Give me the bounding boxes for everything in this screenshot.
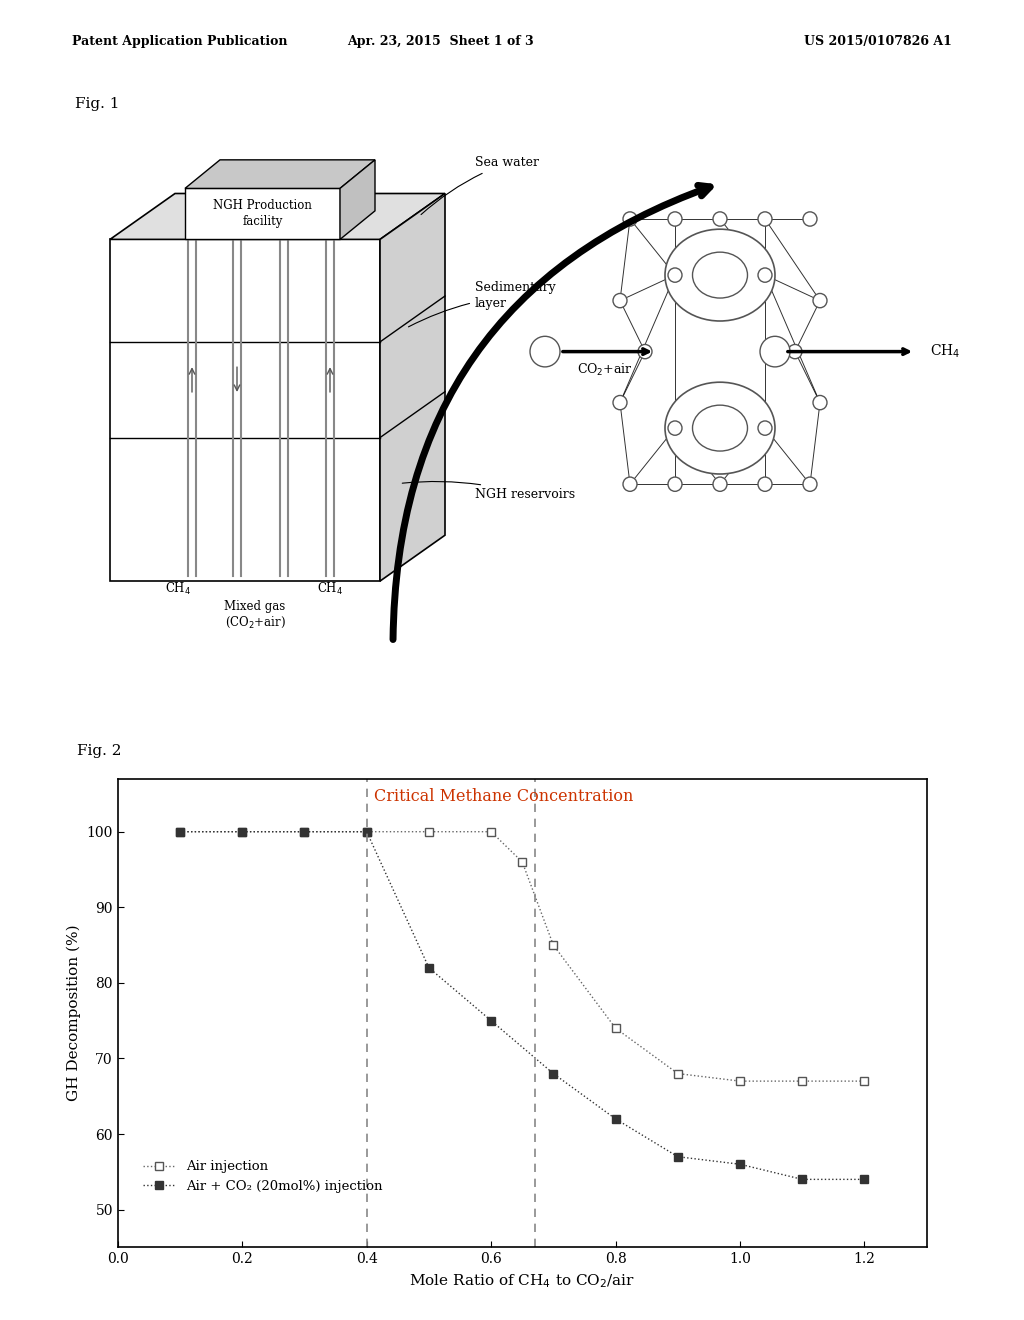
Air + CO₂ (20mol%) injection bbox=[547, 1065, 559, 1081]
Air injection bbox=[858, 1073, 870, 1089]
Circle shape bbox=[758, 477, 772, 491]
Air + CO₂ (20mol%) injection bbox=[298, 824, 310, 840]
Circle shape bbox=[668, 211, 682, 226]
Circle shape bbox=[758, 268, 772, 282]
Polygon shape bbox=[340, 160, 375, 239]
Ellipse shape bbox=[692, 405, 748, 451]
Air injection bbox=[360, 824, 373, 840]
Circle shape bbox=[803, 211, 817, 226]
Air injection bbox=[485, 824, 498, 840]
Circle shape bbox=[758, 421, 772, 436]
Air injection bbox=[547, 937, 559, 953]
Text: CH$_4$: CH$_4$ bbox=[930, 343, 961, 360]
Circle shape bbox=[638, 345, 652, 359]
Air injection bbox=[516, 854, 528, 870]
Circle shape bbox=[803, 477, 817, 491]
Text: CO$_2$+air: CO$_2$+air bbox=[578, 362, 633, 378]
Polygon shape bbox=[185, 160, 375, 189]
Polygon shape bbox=[110, 194, 445, 239]
Text: NGH reservoirs: NGH reservoirs bbox=[402, 482, 575, 500]
Legend: Air injection, Air + CO₂ (20mol%) injection: Air injection, Air + CO₂ (20mol%) inject… bbox=[132, 1150, 393, 1204]
Text: Mixed gas: Mixed gas bbox=[224, 599, 286, 612]
Polygon shape bbox=[110, 239, 380, 581]
Text: Sea water: Sea water bbox=[421, 156, 539, 215]
Ellipse shape bbox=[665, 383, 775, 474]
Circle shape bbox=[530, 337, 560, 367]
Circle shape bbox=[613, 396, 627, 409]
Polygon shape bbox=[185, 189, 340, 239]
Circle shape bbox=[813, 293, 827, 308]
Circle shape bbox=[813, 396, 827, 409]
Air + CO₂ (20mol%) injection bbox=[485, 1012, 498, 1028]
Line: Air injection: Air injection bbox=[176, 828, 868, 1085]
Y-axis label: GH Decomposition (%): GH Decomposition (%) bbox=[67, 925, 81, 1101]
Air injection bbox=[672, 1065, 684, 1081]
Air injection bbox=[609, 1020, 622, 1036]
Air injection bbox=[423, 824, 435, 840]
Circle shape bbox=[788, 345, 802, 359]
Air + CO₂ (20mol%) injection bbox=[796, 1171, 808, 1187]
Circle shape bbox=[758, 211, 772, 226]
Air injection bbox=[796, 1073, 808, 1089]
Ellipse shape bbox=[665, 230, 775, 321]
Text: CH$_4$: CH$_4$ bbox=[317, 581, 343, 598]
Circle shape bbox=[623, 211, 637, 226]
Air + CO₂ (20mol%) injection bbox=[858, 1171, 870, 1187]
Air injection bbox=[298, 824, 310, 840]
Circle shape bbox=[760, 337, 790, 367]
Text: Fig. 1: Fig. 1 bbox=[75, 96, 120, 111]
Line: Air + CO₂ (20mol%) injection: Air + CO₂ (20mol%) injection bbox=[176, 828, 868, 1184]
Air + CO₂ (20mol%) injection bbox=[360, 824, 373, 840]
Text: Apr. 23, 2015  Sheet 1 of 3: Apr. 23, 2015 Sheet 1 of 3 bbox=[347, 36, 534, 48]
Circle shape bbox=[668, 421, 682, 436]
Text: Fig. 2: Fig. 2 bbox=[77, 744, 121, 758]
Air injection bbox=[174, 824, 186, 840]
Text: NGH Production
facility: NGH Production facility bbox=[213, 199, 312, 228]
Air + CO₂ (20mol%) injection bbox=[423, 960, 435, 975]
Air + CO₂ (20mol%) injection bbox=[672, 1148, 684, 1164]
Text: US 2015/0107826 A1: US 2015/0107826 A1 bbox=[805, 36, 952, 48]
Text: Patent Application Publication: Patent Application Publication bbox=[72, 36, 287, 48]
Text: (CO$_2$+air): (CO$_2$+air) bbox=[224, 615, 286, 630]
Circle shape bbox=[668, 477, 682, 491]
Ellipse shape bbox=[692, 252, 748, 298]
Circle shape bbox=[668, 268, 682, 282]
Circle shape bbox=[613, 293, 627, 308]
Air injection bbox=[237, 824, 249, 840]
Circle shape bbox=[623, 477, 637, 491]
Air + CO₂ (20mol%) injection bbox=[609, 1111, 622, 1127]
Circle shape bbox=[713, 477, 727, 491]
Circle shape bbox=[713, 211, 727, 226]
Text: Sedimentary
layer: Sedimentary layer bbox=[409, 281, 556, 327]
Polygon shape bbox=[380, 194, 445, 581]
X-axis label: Mole Ratio of CH$_4$ to CO$_2$/air: Mole Ratio of CH$_4$ to CO$_2$/air bbox=[410, 1271, 635, 1290]
Text: CH$_4$: CH$_4$ bbox=[165, 581, 191, 598]
Text: Critical Methane Concentration: Critical Methane Concentration bbox=[374, 788, 633, 805]
FancyArrowPatch shape bbox=[393, 185, 710, 639]
Air + CO₂ (20mol%) injection bbox=[237, 824, 249, 840]
Air injection bbox=[734, 1073, 746, 1089]
Air + CO₂ (20mol%) injection bbox=[734, 1156, 746, 1172]
Air + CO₂ (20mol%) injection bbox=[174, 824, 186, 840]
